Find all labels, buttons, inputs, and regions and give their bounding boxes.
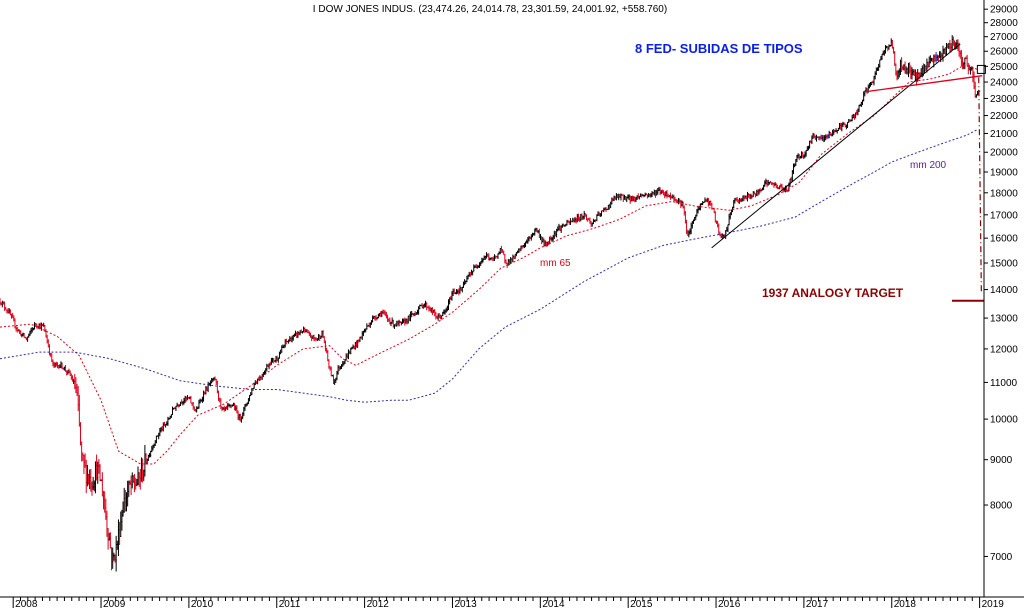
y-tick-label: 26000 xyxy=(990,47,1018,58)
y-tick-label: 7000 xyxy=(990,552,1013,563)
x-tick-label: 2009 xyxy=(103,599,126,608)
y-tick-label: 22000 xyxy=(990,111,1018,122)
projection-line xyxy=(978,77,982,293)
chart-title: I DOW JONES INDUS. (23,474.26, 24,014.78… xyxy=(313,4,667,15)
neckline-trendline xyxy=(865,75,983,93)
y-tick-label: 28000 xyxy=(990,18,1018,29)
y-tick-label: 17000 xyxy=(990,210,1018,221)
headline-annotation: 8 FED- SUBIDAS DE TIPOS xyxy=(635,41,803,56)
trendlines xyxy=(711,43,986,302)
y-tick-label: 19000 xyxy=(990,167,1018,178)
y-tick-label: 10000 xyxy=(990,415,1018,426)
ma200-annotation: mm 200 xyxy=(910,160,947,171)
y-tick-label: 15000 xyxy=(990,259,1018,270)
y-tick-label: 9000 xyxy=(990,455,1013,466)
ma65-annotation: mm 65 xyxy=(540,258,571,269)
x-tick-label: 2018 xyxy=(894,599,917,608)
y-tick-label: 12000 xyxy=(990,344,1018,355)
y-tick-label: 13000 xyxy=(990,314,1018,325)
x-tick-label: 2016 xyxy=(718,599,741,608)
x-tick-label: 2015 xyxy=(630,599,653,608)
price-series xyxy=(0,35,981,572)
y-tick-label: 27000 xyxy=(990,32,1018,43)
y-tick-label: 23000 xyxy=(990,94,1018,105)
y-tick-label: 18000 xyxy=(990,188,1018,199)
y-tick-label: 20000 xyxy=(990,148,1018,159)
x-tick-label: 2012 xyxy=(367,599,390,608)
y-tick-label: 16000 xyxy=(990,234,1018,245)
ma65-line xyxy=(0,65,978,465)
ma200-line xyxy=(0,129,978,403)
x-tick-label: 2008 xyxy=(15,599,38,608)
x-tick-label: 2011 xyxy=(279,599,301,608)
y-tick-label: 8000 xyxy=(990,501,1013,512)
support-trendline xyxy=(711,43,961,249)
y-tick-label: 14000 xyxy=(990,285,1018,296)
price-marker-box xyxy=(976,64,986,74)
y-tick-label: 29000 xyxy=(990,5,1018,16)
target-annotation: 1937 ANALOGY TARGET xyxy=(762,286,904,300)
y-tick-label: 21000 xyxy=(990,129,1018,140)
x-tick-label: 2013 xyxy=(454,599,477,608)
x-tick-label: 2010 xyxy=(191,599,214,608)
moving-averages xyxy=(0,65,978,465)
y-tick-label: 11000 xyxy=(990,378,1018,389)
x-tick-label: 2014 xyxy=(542,599,565,608)
y-tick-label: 24000 xyxy=(990,78,1018,89)
x-tick-label: 2019 xyxy=(982,599,1005,608)
x-tick-label: 2017 xyxy=(806,599,829,608)
y-tick-label: 25000 xyxy=(990,62,1018,73)
